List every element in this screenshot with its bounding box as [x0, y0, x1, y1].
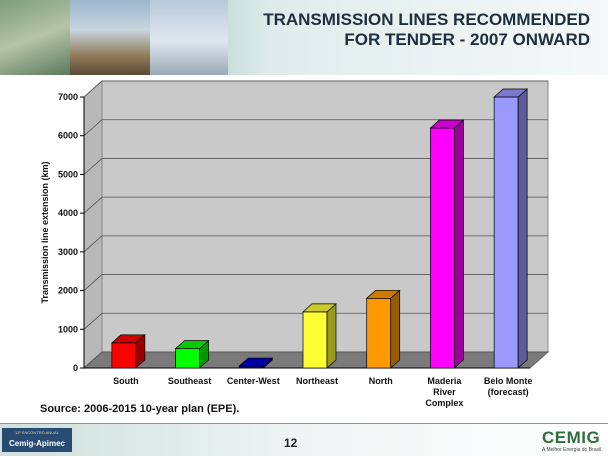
y-tick-label: 1000 — [58, 324, 78, 334]
x-tick-label: River — [433, 387, 456, 397]
cemig-wordmark: CEMIG — [542, 428, 601, 447]
gridline-diagonal — [83, 80, 103, 98]
y-axis-label: Transmission line extension (km) — [40, 161, 50, 303]
bar — [111, 342, 137, 369]
bar — [493, 96, 519, 369]
cemig-logo: CEMIG A Melhor Energia do Brasil. — [540, 428, 606, 454]
footer-band — [0, 424, 608, 456]
gridline-diagonal — [83, 274, 103, 291]
slide-title: TRANSMISSION LINES RECOMMENDED FOR TENDE… — [263, 10, 590, 50]
bar-top — [238, 357, 274, 367]
x-tick-label: (forecast) — [488, 387, 529, 397]
gridline-diagonal — [83, 196, 103, 214]
bar-top — [365, 289, 401, 299]
cemig-apimec-logo: 11º ENCONTRO ANUAL Cemig-Apimec — [2, 428, 72, 452]
y-tick-label: 5000 — [58, 169, 78, 179]
y-tick-label: 7000 — [58, 92, 78, 102]
x-tick-label: North — [369, 376, 393, 386]
gridline-diagonal — [83, 158, 103, 175]
bar-side — [390, 289, 401, 369]
x-tick-label: Center-West — [227, 376, 280, 386]
title-line-2: FOR TENDER - 2007 ONWARD — [344, 30, 590, 49]
chart-side-wall — [83, 79, 103, 370]
gridline-diagonal — [83, 119, 103, 137]
x-tick-label: Belo Monte — [484, 376, 533, 386]
gridline-diagonal — [83, 235, 103, 253]
page-number: 12 — [284, 436, 298, 450]
bar-top — [302, 303, 337, 313]
x-tick-label: Southeast — [168, 376, 212, 386]
source-note: Source: 2006-2015 10-year plan (EPE). — [40, 403, 240, 415]
bar-top — [110, 334, 146, 344]
y-tick-label: 4000 — [58, 208, 78, 218]
bar-chart: 0 1000 2000 3000 4000 5000 6000 7000 Transmissio… — [40, 79, 550, 408]
bar — [175, 348, 200, 369]
x-tick-label: Maderia — [427, 376, 462, 386]
logo-left-main-text: Cemig-Apimec — [8, 439, 65, 448]
bar — [430, 127, 455, 369]
lineman-photo — [70, 0, 150, 75]
gridline-diagonal — [83, 351, 103, 369]
bar-top — [493, 88, 529, 98]
bar-side — [517, 88, 528, 369]
bar-top — [429, 119, 465, 129]
x-tick-label: Complex — [425, 398, 463, 408]
cemig-tagline: A Melhor Energia do Brasil. — [542, 447, 603, 453]
transmission-tower-photo — [150, 0, 228, 75]
bar — [302, 311, 328, 369]
x-tick-label: Northeast — [296, 376, 338, 386]
dam-photo — [0, 0, 70, 75]
x-tick-label: South — [113, 376, 139, 386]
gridline-diagonal — [83, 312, 103, 330]
title-line-1: TRANSMISSION LINES RECOMMENDED — [263, 10, 590, 29]
y-tick-label: 6000 — [58, 131, 78, 141]
y-tick-label: 0 — [73, 363, 78, 373]
bar-top — [174, 340, 210, 349]
bar — [366, 297, 392, 369]
bar-side — [454, 119, 464, 369]
bar-side — [326, 303, 337, 369]
header-photo-collage — [0, 0, 228, 75]
y-tick-label: 2000 — [58, 286, 78, 296]
y-tick-label: 3000 — [58, 247, 78, 257]
logo-left-top-text: 11º ENCONTRO ANUAL — [15, 430, 59, 435]
